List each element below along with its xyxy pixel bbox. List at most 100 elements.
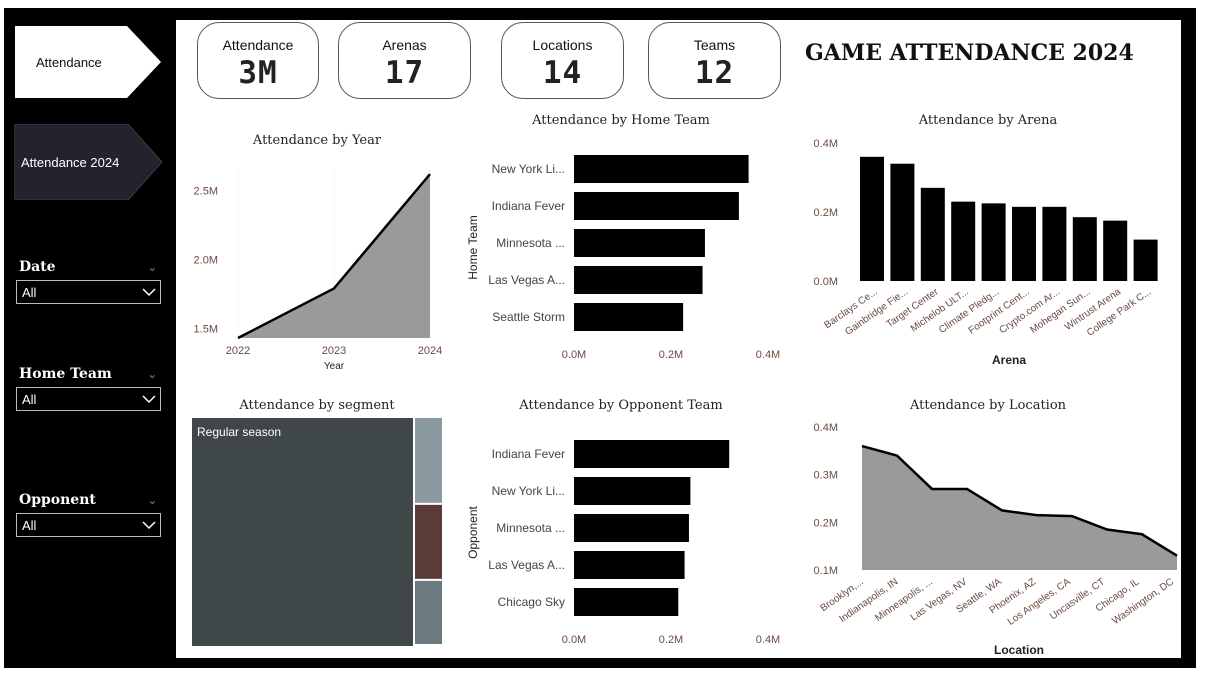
- y-tick-label: 0.2M: [814, 517, 838, 529]
- bar: [574, 514, 689, 542]
- category-label: Las Vegas A...: [488, 558, 565, 572]
- kpi-label: Locations: [532, 37, 593, 53]
- y-tick-label: 1.5M: [194, 323, 218, 335]
- home-team-dropdown[interactable]: All: [16, 387, 161, 411]
- chart-title: Attendance by Opponent Team: [519, 398, 723, 413]
- y-tick-label: 0.3M: [814, 470, 838, 482]
- x-axis-label: Year: [324, 361, 345, 372]
- category-label: Indiana Fever: [492, 447, 565, 461]
- home-team-slicer: Home Team ⌄ All: [16, 363, 161, 411]
- x-tick-label: 0.4M: [756, 634, 780, 646]
- slicer-title: Home Team: [19, 366, 112, 382]
- chevron-down-icon: [142, 521, 156, 530]
- treemap-tile: [192, 418, 413, 646]
- category-label: New York Li...: [492, 162, 565, 176]
- kpi-label: Teams: [693, 37, 736, 53]
- slicer-title: Opponent: [19, 492, 96, 508]
- y-tick-label: 0.0M: [814, 276, 838, 288]
- kpi-value: 3M: [238, 55, 278, 91]
- x-tick-label: 0.2M: [659, 634, 683, 646]
- kpi-card-locations: Locations 14: [501, 22, 624, 99]
- y-axis-label: Home Team: [466, 215, 480, 279]
- treemap-tile: [415, 504, 442, 579]
- bar: [1042, 206, 1067, 281]
- attendance-by-opponent-chart[interactable]: Indiana Fever New York Li... Minnesota ...…: [460, 415, 790, 655]
- chart-title: Attendance by segment: [239, 398, 395, 413]
- bar: [574, 588, 679, 616]
- x-axis-label: Location: [994, 643, 1044, 657]
- bar: [860, 156, 884, 281]
- chart-title: Attendance by Location: [909, 398, 1067, 413]
- x-tick-label: 0.0M: [562, 634, 586, 646]
- bar: [574, 551, 685, 579]
- chevron-down-icon[interactable]: ⌄: [147, 367, 157, 381]
- date-dropdown[interactable]: All: [16, 280, 161, 304]
- x-tick-label: 2024: [418, 345, 442, 357]
- attendance-by-home-team-chart[interactable]: New York Li... Indiana Fever Minnesota ...…: [460, 130, 790, 370]
- date-slicer: Date ⌄ All: [16, 256, 161, 304]
- chart-title: Attendance by Home Team: [532, 113, 710, 128]
- nav-button-shape: [15, 26, 161, 98]
- kpi-card-attendance: Attendance 3M: [197, 22, 319, 99]
- nav-button-attendance[interactable]: Attendance: [15, 26, 161, 98]
- attendance-by-location-chart[interactable]: 0.1M0.2M0.3M0.4MBrooklyn,...Indianapolis…: [800, 415, 1180, 660]
- dropdown-value: All: [22, 284, 37, 300]
- x-tick-label: Indianapolis, IN: [837, 576, 900, 625]
- chart-title: Attendance by Year: [252, 133, 382, 148]
- opponent-slicer: Opponent ⌄ All: [16, 489, 161, 537]
- bar: [981, 203, 1006, 281]
- bar: [1072, 217, 1097, 281]
- area-fill: [238, 174, 430, 338]
- category-label: Indiana Fever: [492, 199, 565, 213]
- attendance-by-year-chart[interactable]: 1.5M 2.0M 2.5M 2022 2023 2024 Year: [180, 150, 450, 380]
- bar: [574, 266, 703, 294]
- y-axis-label: Opponent: [466, 505, 480, 558]
- category-label: Seattle Storm: [492, 310, 565, 324]
- category-label: Las Vegas A...: [488, 273, 565, 287]
- dropdown-value: All: [22, 391, 37, 407]
- nav-button-label: Attendance: [36, 54, 102, 70]
- y-tick-label: 0.4M: [814, 422, 838, 434]
- page-title: GAME ATTENDANCE 2024: [805, 40, 1134, 66]
- series-line: [861, 444, 1178, 557]
- bar: [574, 303, 684, 331]
- treemap-tile: [415, 580, 442, 644]
- bar: [1012, 206, 1036, 281]
- x-tick-label: 0.0M: [562, 349, 586, 361]
- y-tick-label: 0.2M: [814, 207, 838, 219]
- kpi-value: 14: [542, 55, 583, 91]
- x-tick-label: 0.4M: [756, 349, 780, 361]
- y-tick-label: 2.5M: [194, 186, 218, 198]
- kpi-value: 12: [694, 55, 735, 91]
- chevron-down-icon[interactable]: ⌄: [147, 260, 157, 274]
- x-tick-label: 2023: [322, 345, 346, 357]
- x-tick-label: Washington, DC: [1110, 576, 1176, 627]
- kpi-label: Attendance: [222, 37, 294, 53]
- treemap-tile: [415, 418, 442, 503]
- x-axis-label: Arena: [992, 353, 1026, 367]
- bar: [574, 477, 691, 505]
- dropdown-value: All: [22, 517, 37, 533]
- bar: [574, 440, 730, 468]
- chevron-down-icon: [142, 288, 156, 297]
- kpi-card-arenas: Arenas 17: [338, 22, 471, 99]
- attendance-by-segment-treemap[interactable]: Regular season: [192, 418, 442, 648]
- category-label: New York Li...: [492, 484, 565, 498]
- nav-button-shape: [14, 124, 162, 200]
- nav-button-attendance-2024[interactable]: Attendance 2024: [14, 124, 162, 200]
- chevron-down-icon[interactable]: ⌄: [147, 493, 157, 507]
- category-label: Minnesota ...: [496, 521, 565, 535]
- bar: [1103, 220, 1128, 281]
- chart-title: Attendance by Arena: [918, 113, 1058, 128]
- y-tick-label: 0.4M: [814, 138, 838, 150]
- opponent-dropdown[interactable]: All: [16, 513, 161, 537]
- category-label: Minnesota ...: [496, 236, 565, 250]
- category-label: Chicago Sky: [498, 595, 565, 609]
- x-tick-label: 2022: [226, 345, 250, 357]
- bar: [574, 229, 705, 257]
- chevron-down-icon: [142, 395, 156, 404]
- y-tick-label: 2.0M: [194, 255, 218, 267]
- nav-button-label: Attendance 2024: [21, 154, 120, 170]
- kpi-value: 17: [384, 55, 425, 91]
